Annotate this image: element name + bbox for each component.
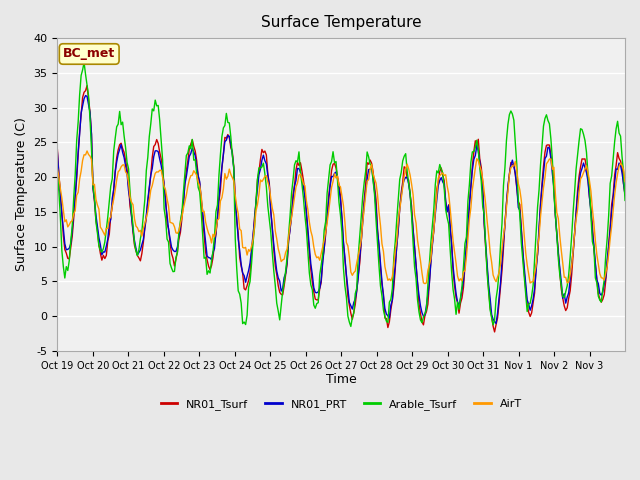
NR01_Tsurf <box>73 176 81 182</box>
NR01_PRT <box>460 278 467 284</box>
NR01_Tsurf <box>83 83 91 88</box>
AirT <box>421 281 429 287</box>
Line: NR01_PRT: NR01_PRT <box>58 96 625 324</box>
NR01_PRT <box>92 212 100 218</box>
AirT <box>83 148 91 154</box>
Arable_Tsurf <box>461 240 468 246</box>
NR01_PRT <box>620 180 627 186</box>
AirT <box>620 166 627 172</box>
NR01_Tsurf <box>545 142 553 148</box>
NR01_PRT <box>545 145 553 151</box>
Line: Arable_Tsurf: Arable_Tsurf <box>58 62 625 326</box>
Arable_Tsurf <box>80 60 88 65</box>
NR01_Tsurf <box>92 217 100 223</box>
NR01_Tsurf <box>620 180 627 186</box>
Arable_Tsurf <box>348 315 356 321</box>
NR01_Tsurf <box>54 147 61 153</box>
NR01_PRT <box>492 321 500 326</box>
AirT <box>545 156 553 162</box>
Text: BC_met: BC_met <box>63 48 115 60</box>
Legend: NR01_Tsurf, NR01_PRT, Arable_Tsurf, AirT: NR01_Tsurf, NR01_PRT, Arable_Tsurf, AirT <box>156 394 526 414</box>
NR01_PRT <box>347 303 355 309</box>
Arable_Tsurf <box>545 121 553 127</box>
NR01_Tsurf <box>347 311 355 316</box>
Arable_Tsurf <box>621 198 629 204</box>
NR01_PRT <box>54 150 61 156</box>
NR01_Tsurf <box>491 329 499 335</box>
Arable_Tsurf <box>73 138 81 144</box>
Arable_Tsurf <box>347 324 355 329</box>
Arable_Tsurf <box>54 170 61 176</box>
NR01_PRT <box>73 172 81 178</box>
Line: AirT: AirT <box>58 151 625 284</box>
Arable_Tsurf <box>92 219 100 225</box>
AirT <box>92 196 100 202</box>
Y-axis label: Surface Temperature (C): Surface Temperature (C) <box>15 118 28 271</box>
NR01_Tsurf <box>621 192 629 197</box>
AirT <box>621 179 629 184</box>
NR01_PRT <box>621 192 629 198</box>
Arable_Tsurf <box>620 169 627 175</box>
NR01_PRT <box>82 93 90 98</box>
Line: NR01_Tsurf: NR01_Tsurf <box>58 85 625 332</box>
AirT <box>73 192 81 198</box>
Title: Surface Temperature: Surface Temperature <box>261 15 422 30</box>
AirT <box>461 268 468 274</box>
AirT <box>347 269 355 275</box>
NR01_Tsurf <box>460 285 467 290</box>
AirT <box>54 166 61 171</box>
X-axis label: Time: Time <box>326 373 356 386</box>
